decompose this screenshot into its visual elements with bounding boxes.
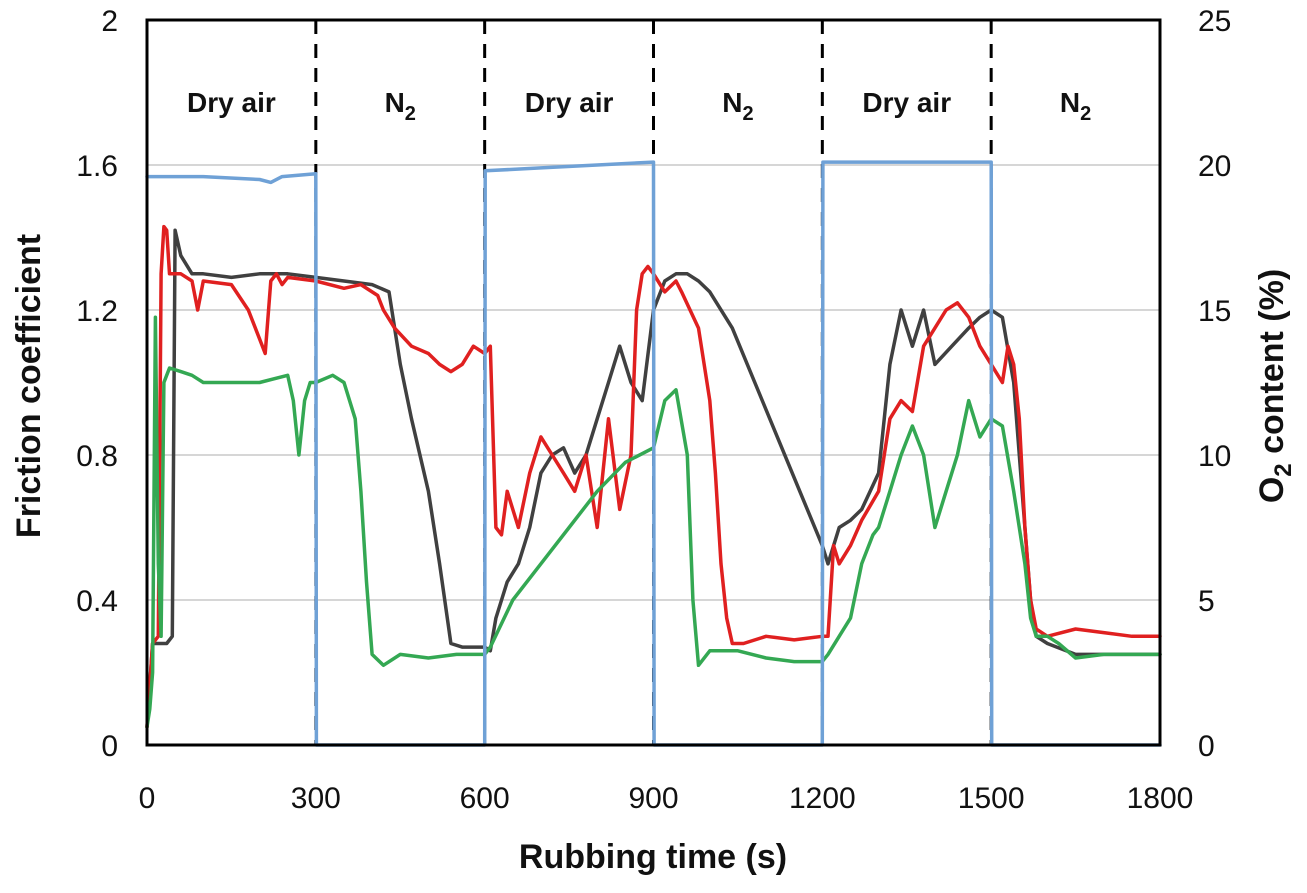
y2-tick-label: 5 <box>1198 585 1215 618</box>
x-axis-title: Rubbing time (s) <box>519 838 787 876</box>
y-tick-label: 0.4 <box>76 585 118 618</box>
y2-tick-label: 10 <box>1198 440 1231 473</box>
plot-frame <box>145 18 1162 747</box>
y2-tick-label: 0 <box>1198 730 1215 763</box>
x-tick-label: 1200 <box>789 782 856 815</box>
x-tick-label: 1500 <box>958 782 1025 815</box>
series-layer <box>145 160 1162 747</box>
y-tick-label: 2 <box>101 5 118 38</box>
y-tick-label: 0 <box>101 730 118 763</box>
y2-tick-label: 15 <box>1198 295 1231 328</box>
x-tick-label: 900 <box>628 782 678 815</box>
series-line-3 <box>145 315 1162 729</box>
x-tick-label: 0 <box>139 782 156 815</box>
phase-label: Dry air <box>187 87 276 118</box>
y-tick-label: 0.8 <box>76 440 118 473</box>
y-tick-label: 1.2 <box>76 295 118 328</box>
y2-axis-title: O2 content (%) <box>1253 269 1297 503</box>
y2-tick-label: 25 <box>1198 5 1231 38</box>
y-axis-title: Friction coefficient <box>10 234 48 538</box>
x-tick-label: 300 <box>291 782 341 815</box>
tick-labels: 0 300 600 900 1200 1500 180000.40.81.21.620510… <box>76 5 1231 815</box>
y-tick-label: 1.6 <box>76 150 118 183</box>
x-tick-label: 1800 <box>1127 782 1194 815</box>
phase-label: Dry air <box>862 87 951 118</box>
series-line-4 <box>145 160 1162 747</box>
series-line-2 <box>145 224 1162 729</box>
phase-label: Dry air <box>525 87 614 118</box>
series-line-1 <box>145 228 1162 729</box>
x-tick-label: 600 <box>460 782 510 815</box>
y2-tick-label: 20 <box>1198 150 1231 183</box>
